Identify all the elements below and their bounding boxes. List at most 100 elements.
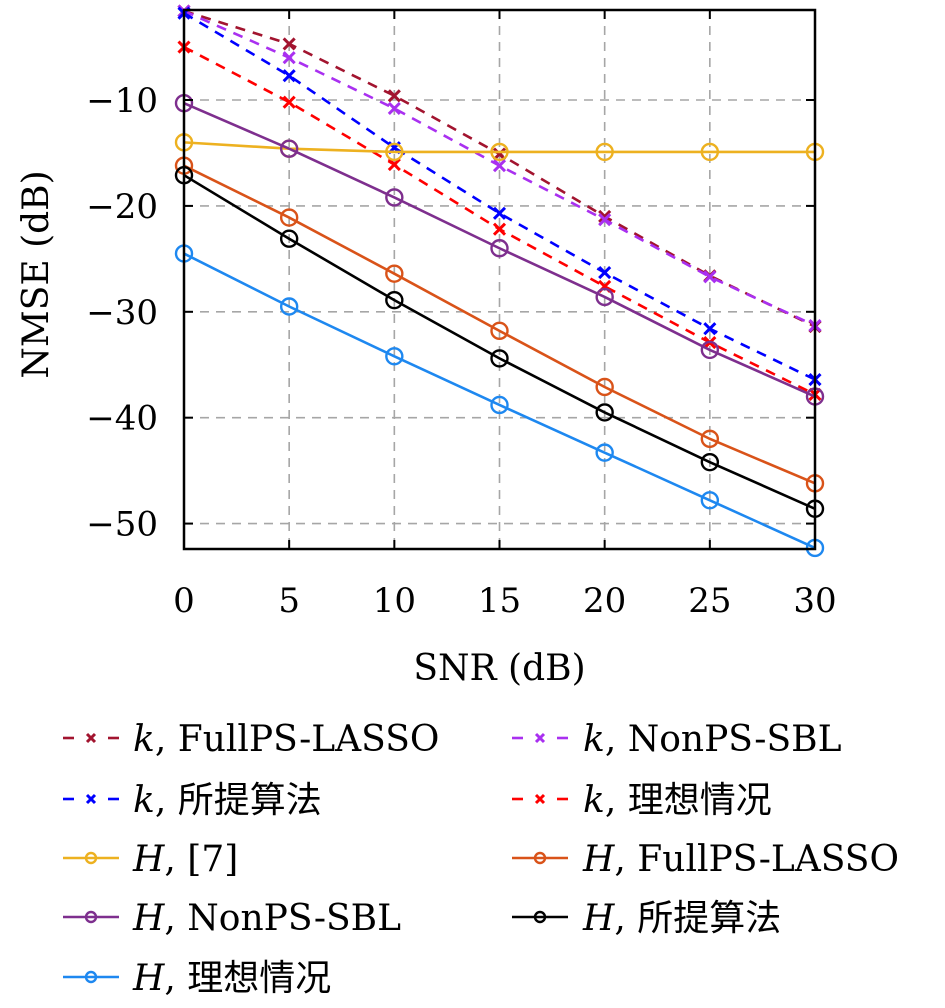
legend-method: 所提算法 <box>178 780 322 821</box>
legend-marker <box>533 851 547 865</box>
legend-marker <box>85 732 97 744</box>
legend-method: [7] <box>187 839 238 880</box>
data-point <box>490 321 509 341</box>
legend-label: k, 理想情况 <box>583 780 772 821</box>
data-point <box>700 452 720 472</box>
series-line <box>183 12 816 381</box>
y-tick-label: −10 <box>86 81 158 121</box>
data-point <box>598 213 612 227</box>
series-layer <box>174 4 825 558</box>
series-line <box>183 164 816 485</box>
series-line <box>183 252 816 550</box>
data-point <box>595 403 614 422</box>
legend-separator: , <box>614 839 637 880</box>
legend-label: H, [7] <box>132 839 238 880</box>
data-point <box>492 222 507 236</box>
legend-method: NonPS-SBL <box>628 719 842 760</box>
data-point <box>387 89 401 103</box>
legend-item: k, 理想情况 <box>512 780 772 821</box>
series-7 <box>174 165 825 518</box>
legend-label: k, FullPS-LASSO <box>133 719 439 760</box>
plot-frame <box>182 8 817 551</box>
legend-symbol: k <box>133 780 155 821</box>
legend-symbol: H <box>132 898 165 939</box>
legend-method: 理想情况 <box>187 958 331 999</box>
y-axis-label: NMSE (dB) <box>16 170 57 378</box>
x-tick-label: 5 <box>278 581 300 621</box>
legend-item: k, NonPS-SBL <box>512 719 842 760</box>
y-tick-label: −30 <box>86 293 158 333</box>
data-point <box>282 51 296 65</box>
legend-item: H, 所提算法 <box>512 898 781 939</box>
data-point <box>703 270 717 284</box>
data-point <box>700 142 720 162</box>
legend-marker <box>534 793 546 805</box>
legend-item: H, 理想情况 <box>63 958 331 999</box>
data-point <box>490 349 509 368</box>
data-point <box>595 287 614 307</box>
legend-label: H, NonPS-SBL <box>132 898 401 939</box>
legend-method: NonPS-SBL <box>187 898 401 939</box>
legend-marker <box>533 910 547 924</box>
legend-item: H, NonPS-SBL <box>63 898 401 939</box>
data-point <box>595 377 614 397</box>
data-point <box>490 239 509 258</box>
x-tick-label: 15 <box>478 581 521 621</box>
series-line <box>183 174 816 510</box>
data-point <box>279 229 299 248</box>
legend-marker <box>85 793 97 805</box>
data-point <box>279 139 299 158</box>
data-point <box>595 443 614 462</box>
legend-method: 理想情况 <box>628 780 772 821</box>
data-point <box>700 340 720 360</box>
data-point <box>385 142 404 162</box>
data-point <box>490 395 509 415</box>
x-tick-label: 0 <box>173 581 195 621</box>
x-tick-label: 10 <box>373 581 416 621</box>
legend-symbol: k <box>583 780 605 821</box>
data-point <box>492 206 507 220</box>
legend-separator: , <box>155 719 178 760</box>
legend-label: k, NonPS-SBL <box>583 719 842 760</box>
legend-label: k, 所提算法 <box>133 780 322 821</box>
y-tick-label: −20 <box>86 187 158 227</box>
legend-symbol: H <box>582 898 615 939</box>
data-point <box>385 347 404 366</box>
legend-symbol: H <box>132 839 165 880</box>
data-point <box>387 101 401 116</box>
data-point <box>598 266 612 280</box>
data-point <box>282 95 296 109</box>
legend-separator: , <box>164 958 187 999</box>
data-point <box>385 188 404 207</box>
y-tick-label: −40 <box>86 399 158 439</box>
x-tick-label: 30 <box>793 581 836 621</box>
legend-method: FullPS-LASSO <box>178 719 440 760</box>
legend-label: H, FullPS-LASSO <box>582 839 899 880</box>
data-point <box>387 158 401 172</box>
legend-separator: , <box>605 780 628 821</box>
axes <box>182 8 817 551</box>
legend-separator: , <box>155 780 178 821</box>
y-tick-label: −50 <box>86 505 158 545</box>
data-point <box>598 209 612 224</box>
data-point <box>700 491 720 510</box>
data-point <box>700 429 720 449</box>
legend-label: H, 理想情况 <box>132 958 331 999</box>
data-point <box>282 37 296 51</box>
x-axis-label: SNR (dB) <box>413 648 585 689</box>
x-tick-label: 25 <box>688 581 731 621</box>
legend-method: 所提算法 <box>637 898 781 939</box>
legend-marker <box>84 851 98 865</box>
legend-separator: , <box>164 898 187 939</box>
legend-item: k, 所提算法 <box>63 780 322 821</box>
legend-item: H, [7] <box>63 839 238 880</box>
legend-separator: , <box>164 839 187 880</box>
legend-separator: , <box>614 898 637 939</box>
data-point <box>490 142 509 162</box>
legend-marker <box>534 732 546 744</box>
legend-marker <box>84 970 98 984</box>
legend-symbol: H <box>582 839 615 880</box>
x-tick-label: 20 <box>583 581 626 621</box>
